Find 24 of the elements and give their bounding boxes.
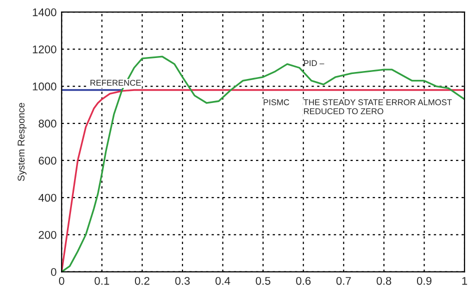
annotation: THE STEADY STATE ERROR ALMOST REDUCED TO ZERO bbox=[304, 99, 452, 114]
x-tick-label: 0.8 bbox=[376, 276, 392, 285]
y-tick-label: 0 bbox=[51, 268, 56, 276]
y-tick-label: 400 bbox=[38, 194, 56, 202]
x-tick-label: 0.9 bbox=[416, 276, 432, 285]
x-tick-label: 0.7 bbox=[336, 276, 351, 285]
y-tick-label: 1400 bbox=[32, 8, 56, 16]
annotation: PID – bbox=[304, 60, 324, 66]
x-tick-label: 1 bbox=[462, 277, 468, 285]
y-axis-title: System Responce bbox=[18, 102, 26, 181]
x-tick-label: 0.1 bbox=[94, 276, 110, 285]
y-tick-label: 200 bbox=[38, 230, 56, 239]
x-tick-label: 0.3 bbox=[175, 276, 190, 285]
x-tick-label: 0.2 bbox=[134, 276, 150, 285]
annotation: REFERENCE bbox=[90, 80, 141, 86]
y-tick-label: 600 bbox=[38, 156, 56, 165]
x-tick-label: 0.5 bbox=[256, 276, 270, 285]
y-tick-label: 1000 bbox=[32, 82, 56, 90]
x-tick-label: 0.6 bbox=[296, 276, 311, 285]
x-tick-label: 0.4 bbox=[215, 276, 230, 285]
y-tick-label: 800 bbox=[38, 120, 56, 128]
annotation: PISMC bbox=[264, 99, 290, 106]
x-tick-label: 0 bbox=[58, 276, 64, 285]
y-tick-label: 1200 bbox=[32, 45, 56, 54]
